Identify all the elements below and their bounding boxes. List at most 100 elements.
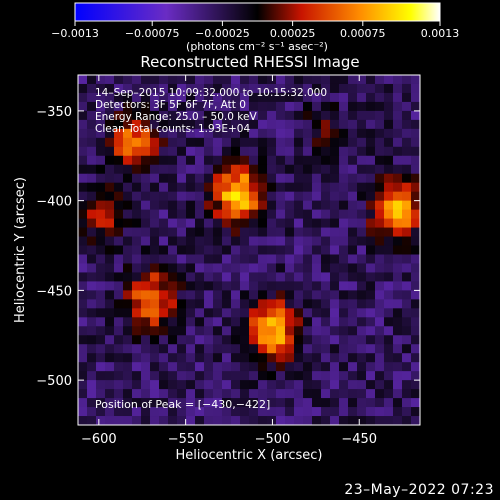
- heatmap-cell: [78, 254, 88, 264]
- heatmap-cell: [384, 344, 394, 354]
- heatmap-cell: [402, 272, 412, 282]
- heatmap-cell: [249, 119, 259, 130]
- heatmap-cell: [195, 407, 205, 417]
- heatmap-cell: [375, 398, 385, 408]
- heatmap-cell: [384, 326, 394, 336]
- heatmap-cell: [303, 119, 313, 130]
- heatmap-cell: [186, 155, 196, 166]
- heatmap-cell: [213, 272, 223, 282]
- heatmap-cell: [96, 317, 106, 327]
- heatmap-cell: [195, 344, 205, 354]
- heatmap-cell: [402, 182, 412, 193]
- heatmap-cell: [267, 101, 277, 112]
- heatmap-cell: [411, 173, 421, 184]
- heatmap-cell: [240, 191, 250, 202]
- heatmap-cell: [123, 299, 133, 309]
- heatmap-cell: [231, 254, 241, 264]
- heatmap-cell: [339, 236, 349, 246]
- heatmap-cell: [402, 110, 412, 121]
- heatmap-cell: [195, 209, 205, 219]
- heatmap-cell: [105, 75, 115, 85]
- heatmap-cell: [267, 299, 277, 309]
- heatmap-cell: [249, 101, 259, 112]
- heatmap-cell: [114, 182, 124, 193]
- heatmap-cell: [204, 272, 214, 282]
- heatmap-cell: [141, 344, 151, 354]
- heatmap-cell: [213, 281, 223, 291]
- heatmap-cell: [87, 362, 97, 372]
- heatmap-cell: [294, 389, 304, 399]
- heatmap-cell: [96, 290, 106, 300]
- heatmap-cell: [159, 245, 169, 255]
- heatmap-cell: [78, 290, 88, 300]
- heatmap-cell: [276, 272, 286, 282]
- heatmap-cell: [132, 218, 142, 228]
- heatmap-cell: [312, 326, 322, 336]
- heatmap-cell: [411, 75, 421, 85]
- heatmap-cell: [213, 299, 223, 309]
- heatmap-cell: [240, 263, 250, 273]
- heatmap-cell: [384, 128, 394, 139]
- heatmap-cell: [114, 209, 124, 219]
- heatmap-cell: [357, 326, 367, 336]
- heatmap-cell: [258, 344, 268, 354]
- heatmap-cell: [366, 83, 376, 94]
- heatmap-cell: [330, 398, 340, 408]
- heatmap-cell: [150, 272, 160, 282]
- heatmap-cell: [258, 191, 268, 202]
- heatmap-cell: [204, 245, 214, 255]
- heatmap-cell: [321, 407, 331, 417]
- heatmap-cell: [96, 362, 106, 372]
- heatmap-cell: [114, 371, 124, 381]
- heatmap-cell: [240, 182, 250, 193]
- heatmap-cell: [195, 353, 205, 363]
- heatmap-cell: [330, 380, 340, 390]
- heatmap-cell: [357, 182, 367, 193]
- heatmap-cell: [258, 398, 268, 408]
- heatmap-cell: [375, 380, 385, 390]
- heatmap-cell: [195, 83, 205, 94]
- heatmap-cell: [186, 254, 196, 264]
- heatmap-cell: [285, 182, 295, 193]
- heatmap-cell: [339, 101, 349, 112]
- heatmap-cell: [393, 236, 403, 246]
- heatmap-cell: [114, 92, 124, 103]
- heatmap-cell: [267, 200, 277, 211]
- heatmap-cell: [87, 128, 97, 139]
- heatmap-cell: [312, 308, 322, 318]
- heatmap-cell: [150, 317, 160, 327]
- heatmap-cell: [123, 317, 133, 327]
- heatmap-cell: [114, 281, 124, 291]
- heatmap-cell: [330, 164, 340, 175]
- heatmap-cell: [321, 353, 331, 363]
- heatmap-cell: [258, 101, 268, 112]
- heatmap-cell: [312, 245, 322, 255]
- heatmap-cell: [321, 326, 331, 336]
- heatmap-cell: [402, 200, 412, 211]
- heatmap-cell: [240, 227, 250, 237]
- heatmap-cell: [78, 416, 88, 426]
- colorbar-units: (photons cm⁻² s⁻¹ asec⁻²): [186, 40, 328, 53]
- plot-frame: [77, 74, 421, 426]
- x-tick-label: −600: [81, 432, 117, 447]
- heatmap-cell: [285, 254, 295, 264]
- heatmap-cell: [249, 92, 259, 103]
- heatmap-cell: [249, 416, 259, 426]
- heatmap-cell: [267, 110, 277, 121]
- heatmap-cell: [78, 398, 88, 408]
- heatmap-cell: [375, 119, 385, 130]
- heatmap-cell: [78, 344, 88, 354]
- heatmap-cell: [393, 75, 403, 85]
- heatmap-cell: [375, 371, 385, 381]
- heatmap-cell: [249, 335, 259, 345]
- heatmap-cell: [141, 83, 151, 94]
- heatmap-cell: [267, 254, 277, 264]
- heatmap-cell: [303, 344, 313, 354]
- heatmap-cell: [141, 308, 151, 318]
- heatmap-cell: [168, 173, 178, 184]
- heatmap-cell: [141, 164, 151, 175]
- heatmap-cell: [402, 335, 412, 345]
- heatmap-cell: [213, 308, 223, 318]
- heatmap-cell: [195, 362, 205, 372]
- heatmap-cell: [132, 200, 142, 211]
